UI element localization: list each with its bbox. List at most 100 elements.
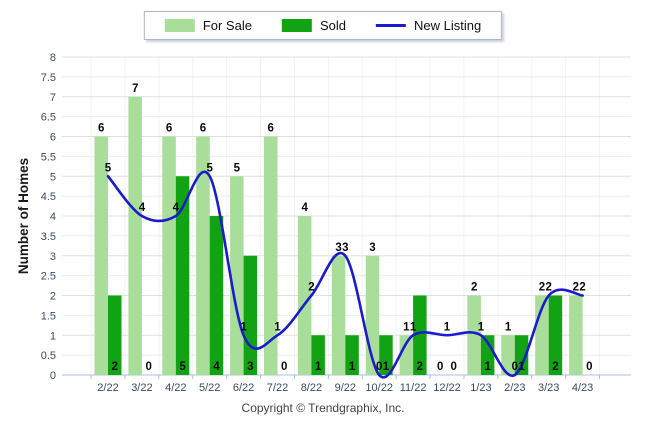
new-listing-line-icon xyxy=(375,24,406,27)
x-axis-month-label: 9/22 xyxy=(335,382,356,394)
y-axis-tick-label: 3 xyxy=(50,251,56,263)
sold-bar xyxy=(311,335,325,375)
for-sale-bar xyxy=(94,136,108,375)
y-axis-tick-label: 5 xyxy=(50,171,56,183)
x-axis-month-label: 8/22 xyxy=(301,382,322,394)
for-sale-value-label: 6 xyxy=(268,123,274,135)
sold-value-label: 1 xyxy=(349,361,356,373)
sold-value-label: 0 xyxy=(145,361,151,373)
for-sale-swatch-icon xyxy=(164,19,195,32)
sold-value-label: 1 xyxy=(315,361,322,373)
new-listing-value-label: 1 xyxy=(274,321,281,333)
sold-bar xyxy=(413,295,427,375)
sold-bar xyxy=(480,335,495,375)
for-sale-value-label: 2 xyxy=(471,282,477,294)
for-sale-value-label: 2 xyxy=(539,282,545,294)
x-axis-month-label: 12/22 xyxy=(433,382,461,394)
sold-bar xyxy=(548,295,563,375)
new-listing-value-label: 1 xyxy=(478,321,485,333)
y-axis-tick-label: 4.5 xyxy=(41,191,56,203)
y-axis-tick-label: 2 xyxy=(50,291,56,303)
for-sale-value-label: 4 xyxy=(301,202,308,214)
sold-value-label: 1 xyxy=(518,361,525,373)
new-listing-value-label: 2 xyxy=(545,282,551,294)
for-sale-value-label: 0 xyxy=(437,361,443,373)
sold-value-label: 2 xyxy=(417,361,423,373)
for-sale-bar xyxy=(162,136,176,375)
x-axis-month-label: 2/22 xyxy=(97,382,118,394)
new-listing-value-label: 0 xyxy=(376,361,382,373)
y-axis-tick-label: 2.5 xyxy=(41,271,56,283)
sold-value-label: 4 xyxy=(213,361,220,373)
new-listing-value-label: 5 xyxy=(206,162,213,174)
for-sale-value-label: 6 xyxy=(98,123,104,135)
sold-bar xyxy=(175,176,190,375)
sold-bar xyxy=(345,335,359,375)
for-sale-value-label: 6 xyxy=(200,123,206,135)
y-axis-tick-label: 6 xyxy=(50,132,56,144)
x-axis-month-label: 4/23 xyxy=(572,382,593,394)
x-axis-month-label: 3/22 xyxy=(131,382,152,394)
for-sale-bar xyxy=(230,176,244,375)
x-axis-month-label: 3/23 xyxy=(538,382,559,394)
x-axis-month-label: 11/22 xyxy=(400,382,427,394)
y-axis-tick-label: 6.5 xyxy=(41,112,56,124)
new-listing-value-label: 5 xyxy=(105,162,112,174)
copyright-text: Copyright © Trendgraphix, Inc. xyxy=(241,401,405,415)
y-axis-title: Number of Homes xyxy=(16,158,31,274)
legend-label: Sold xyxy=(319,18,346,33)
legend-item-for-sale: For Sale xyxy=(164,18,252,33)
sold-bar xyxy=(243,255,258,375)
new-listing-line xyxy=(106,170,584,379)
sold-bar xyxy=(379,335,393,375)
sold-bar xyxy=(514,335,529,375)
for-sale-bar xyxy=(264,136,278,375)
new-listing-value-label: 4 xyxy=(173,202,180,214)
sold-value-label: 5 xyxy=(179,361,186,373)
sold-value-label: 0 xyxy=(281,361,287,373)
sold-value-label: 3 xyxy=(247,361,253,373)
x-axis-month-label: 1/23 xyxy=(470,382,491,394)
for-sale-value-label: 2 xyxy=(573,282,579,294)
legend-label: For Sale xyxy=(202,18,252,33)
new-listing-value-label: 1 xyxy=(444,321,451,333)
new-listing-value-label: 1 xyxy=(410,321,417,333)
sold-value-label: 1 xyxy=(383,361,390,373)
for-sale-value-label: 1 xyxy=(403,321,410,333)
sold-value-label: 1 xyxy=(484,361,491,373)
for-sale-bar xyxy=(128,96,142,375)
x-axis-month-label: 7/22 xyxy=(267,382,288,394)
x-axis-month-label: 2/23 xyxy=(504,382,525,394)
for-sale-bar xyxy=(467,295,481,375)
y-axis-tick-label: 5.5 xyxy=(41,151,56,163)
for-sale-bar xyxy=(196,136,210,375)
y-axis-tick-label: 7.5 xyxy=(41,72,56,84)
y-axis-tick-label: 1.5 xyxy=(41,310,56,322)
y-axis-tick-label: 0.5 xyxy=(41,350,56,362)
new-listing-value-label: 1 xyxy=(240,321,247,333)
x-axis-month-label: 6/22 xyxy=(233,382,254,394)
x-axis-month-label: 4/22 xyxy=(165,382,186,394)
sold-value-label: 0 xyxy=(451,361,457,373)
for-sale-value-label: 3 xyxy=(369,242,375,254)
new-listing-value-label: 2 xyxy=(308,282,314,294)
chart-legend: For Sale Sold New Listing xyxy=(143,11,503,40)
y-axis-tick-label: 1 xyxy=(50,330,56,342)
legend-label: New Listing xyxy=(413,18,482,33)
for-sale-bar xyxy=(297,216,312,375)
y-axis-tick-label: 7 xyxy=(50,92,56,104)
for-sale-value-label: 1 xyxy=(505,321,512,333)
legend-item-sold: Sold xyxy=(281,18,346,33)
for-sale-value-label: 5 xyxy=(234,162,241,174)
new-listing-value-label: 0 xyxy=(512,361,518,373)
for-sale-bar xyxy=(569,295,583,375)
x-axis-month-label: 10/22 xyxy=(365,382,393,394)
sold-value-label: 2 xyxy=(112,361,118,373)
new-listing-value-label: 3 xyxy=(342,242,348,254)
y-axis-tick-label: 8 xyxy=(50,52,56,64)
sold-swatch-icon xyxy=(281,19,312,32)
for-sale-bar xyxy=(399,335,414,375)
legend-item-new-listing: New Listing xyxy=(375,18,482,33)
y-axis-tick-label: 4 xyxy=(50,211,56,223)
